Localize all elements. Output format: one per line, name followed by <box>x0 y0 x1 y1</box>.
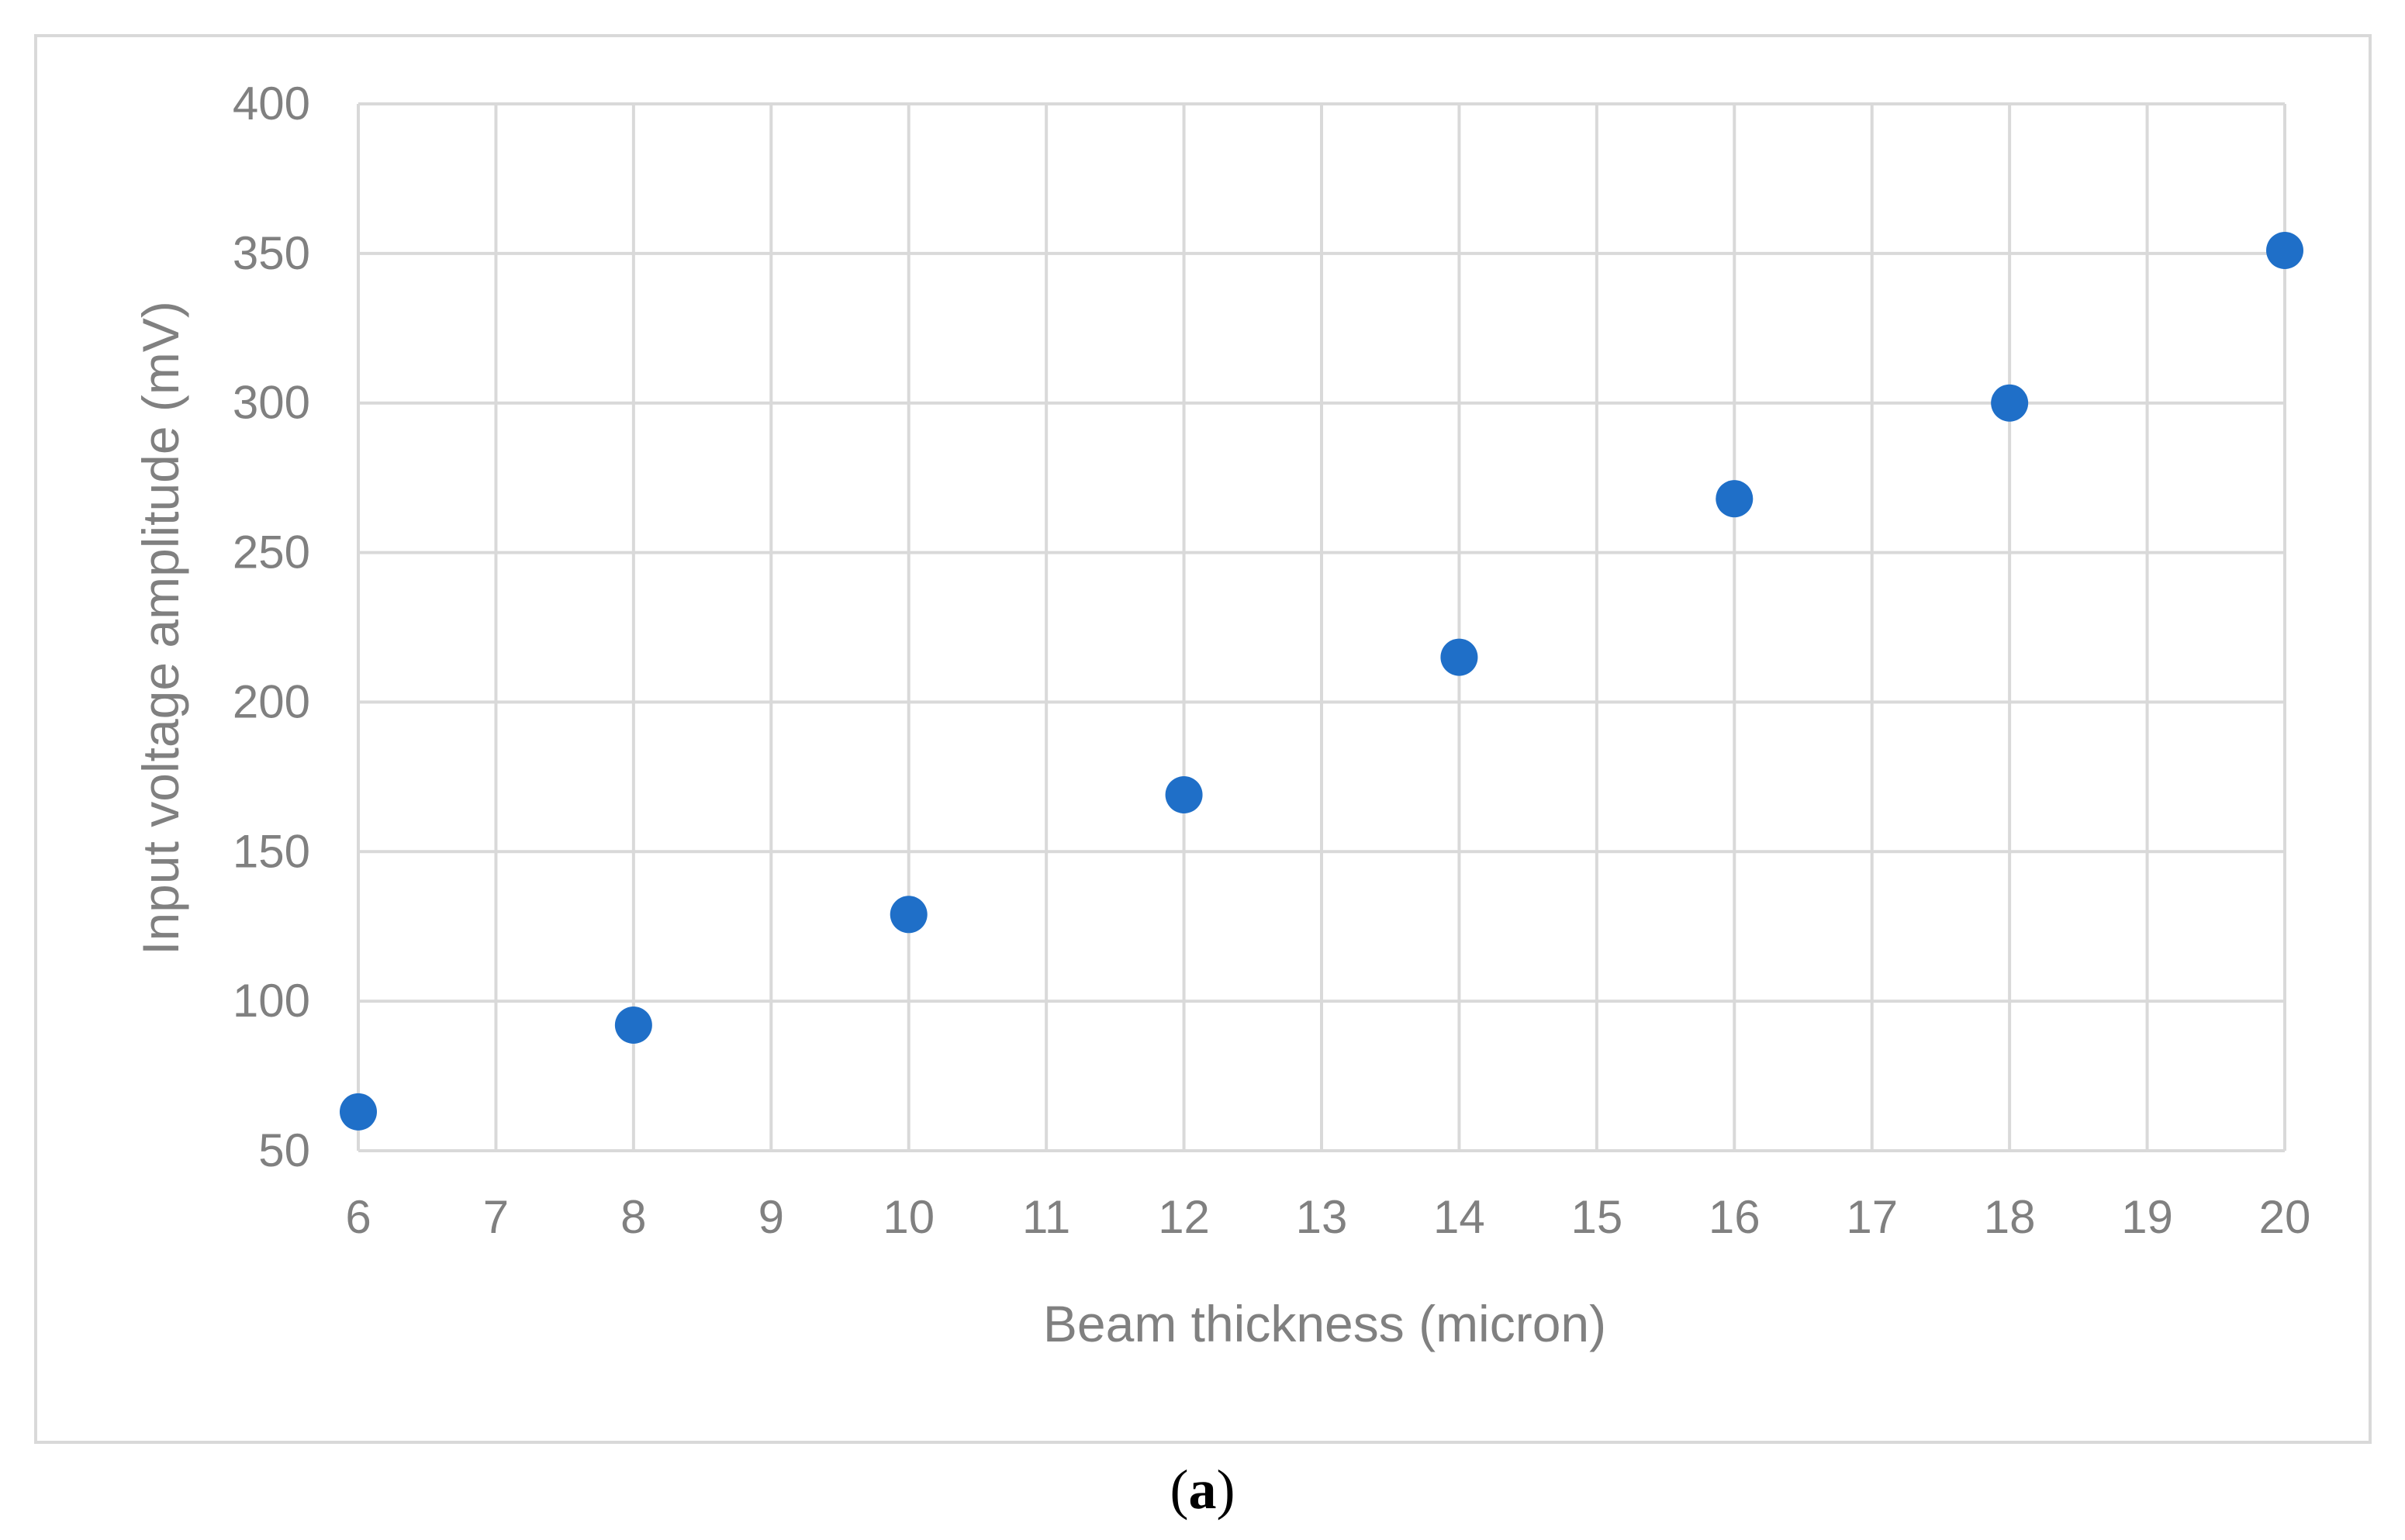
caption-letter: a <box>1188 1459 1217 1521</box>
grid-lines <box>357 102 2286 1152</box>
x-tick-label: 11 <box>1022 1191 1070 1243</box>
y-axis-tick-labels: 50 100 150 200 250 300 350 400 <box>233 78 310 1176</box>
data-point <box>890 896 928 934</box>
y-tick-label: 50 <box>258 1124 310 1176</box>
x-tick-label: 18 <box>1984 1191 2036 1243</box>
x-tick-label: 19 <box>2121 1191 2173 1243</box>
data-point <box>1440 638 1478 676</box>
y-tick-label: 300 <box>233 377 310 429</box>
data-point <box>1165 776 1203 813</box>
y-tick-label: 400 <box>233 78 310 129</box>
data-point <box>340 1093 377 1131</box>
y-tick-label: 200 <box>233 675 310 727</box>
caption-open-paren: ( <box>1170 1459 1189 1521</box>
x-tick-label: 13 <box>1296 1191 1348 1243</box>
chart-frame <box>34 34 2372 1444</box>
y-tick-label: 350 <box>233 227 310 279</box>
x-tick-label: 7 <box>483 1191 509 1243</box>
x-tick-label: 10 <box>883 1191 935 1243</box>
x-tick-label: 20 <box>2259 1191 2311 1243</box>
caption-close-paren: ) <box>1216 1459 1235 1521</box>
x-tick-label: 17 <box>1846 1191 1898 1243</box>
y-tick-label: 250 <box>233 527 310 578</box>
data-points <box>340 232 2303 1131</box>
x-tick-label: 15 <box>1571 1191 1622 1243</box>
x-tick-label: 8 <box>620 1191 646 1243</box>
x-tick-label: 6 <box>345 1191 371 1243</box>
data-point <box>1716 480 1754 518</box>
data-point <box>2266 232 2303 269</box>
data-point <box>1991 384 2029 422</box>
y-tick-label: 100 <box>233 975 310 1027</box>
x-tick-label: 9 <box>758 1191 784 1243</box>
x-axis-tick-labels: 6 7 8 9 10 11 12 13 14 15 16 17 18 19 20 <box>345 1191 2310 1243</box>
x-tick-label: 14 <box>1433 1191 1485 1243</box>
x-tick-label: 16 <box>1709 1191 1761 1243</box>
x-tick-label: 12 <box>1158 1191 1210 1243</box>
panel-caption: (a) <box>0 1458 2405 1522</box>
y-tick-label: 150 <box>233 825 310 877</box>
x-axis-title: Beam thickness (micron) <box>1043 1295 1606 1352</box>
data-point <box>614 1007 652 1044</box>
y-axis-title: Input voltage amplitude (mV) <box>132 301 189 955</box>
